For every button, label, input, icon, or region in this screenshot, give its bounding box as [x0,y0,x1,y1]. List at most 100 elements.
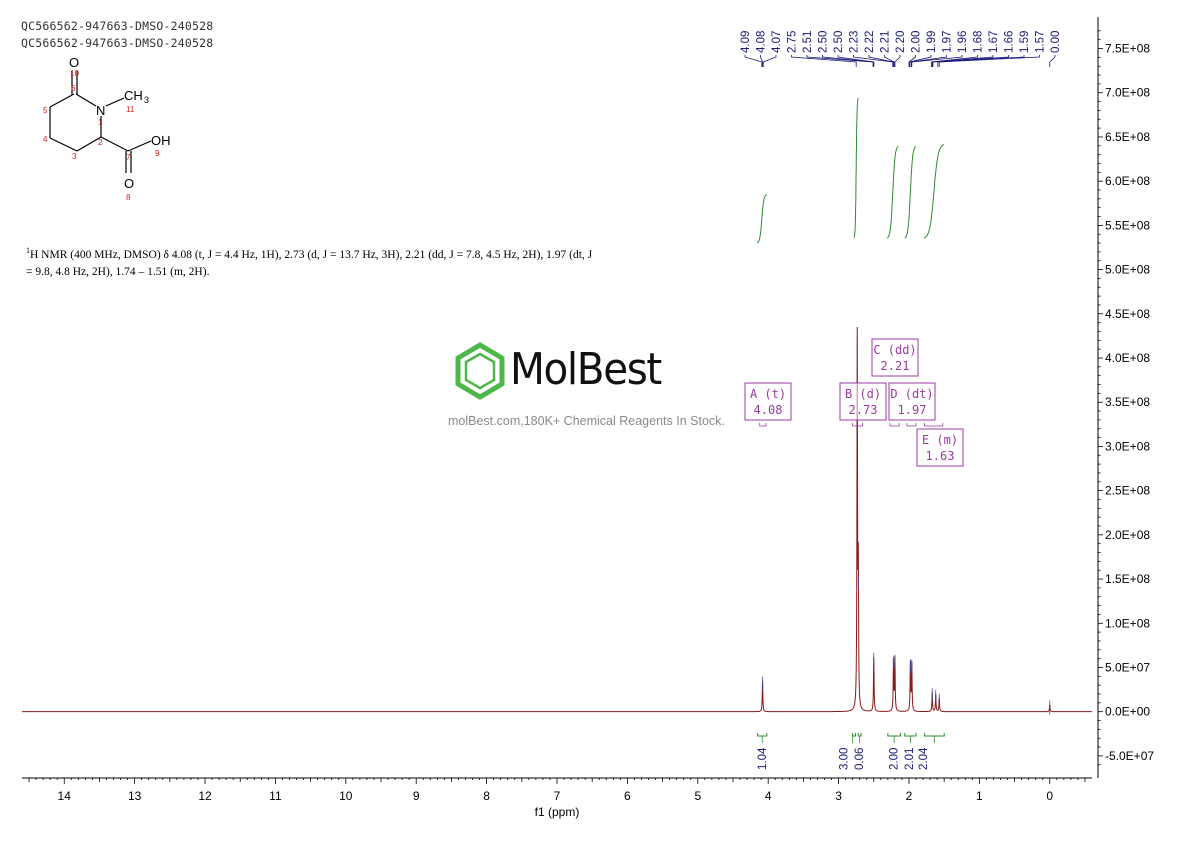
peak-label: 2.20 [895,31,907,53]
peak-label-connector [938,55,1040,67]
y-tick-label: 3.5E+08 [1105,395,1150,409]
multiplet-shift: 4.08 [754,403,783,417]
peak-label: 4.09 [740,31,752,53]
peak-label-connector [791,55,857,67]
peak-label: 2.50 [833,31,845,53]
peak-label: 1.59 [1019,31,1031,53]
y-tick-label: 4.5E+08 [1105,307,1150,321]
peak-label: 2.00 [911,31,923,53]
multiplet-box [888,382,936,421]
x-tick-label: 8 [483,789,490,803]
atom-methyl-subscript: 3 [144,95,149,105]
peak-label: 2.50 [818,31,830,53]
x-tick-label: 10 [339,789,353,803]
multiplet-box [744,382,792,421]
y-tick-label: 2.5E+08 [1105,484,1150,498]
multiplet-shift: 1.63 [926,449,955,463]
peak-label: 2.22 [864,31,876,53]
atom-hydroxyl: OH [151,133,171,148]
atom-number-7: 7 [126,153,131,162]
x-tick-label: 4 [765,789,772,803]
multiplet-letter: B (d) [845,387,881,401]
peak-label-connector [762,55,777,67]
peak-label-connector [868,55,894,67]
multiplet-letter: D (dt) [890,387,933,401]
y-tick-label: 5.5E+08 [1105,218,1150,232]
multiplet-range [759,423,767,427]
peak-label-connector [908,55,916,67]
y-tick-label: 3.0E+08 [1105,439,1150,453]
brand-tagline: molBest.com,180K+ Chemical Reagents In S… [448,414,725,428]
peak-label-connector [806,55,874,67]
atom-number-2: 2 [98,138,103,147]
y-tick-label: 0.0E+00 [1105,705,1150,719]
multiplet-box [871,338,919,377]
peak-label-connector [937,55,1025,67]
integral-bracket [757,733,768,737]
y-tick-label: 5.0E+08 [1105,263,1150,277]
y-tick-label: 5.0E+07 [1105,660,1150,674]
peak-label-connector [909,55,932,67]
atom-number-4: 4 [43,135,48,144]
y-tick-label: 6.5E+08 [1105,130,1150,144]
multiplet-range [852,423,863,427]
integral-bracket [923,733,945,737]
spectrum-title-line-2: QC566562-947663-DMSO-240528 [21,36,214,50]
peak-label: 1.57 [1035,31,1047,53]
integral-value: 2.01 [904,748,916,770]
x-tick-label: 11 [269,789,282,803]
x-tick-label: 14 [58,789,72,803]
integral-curve [886,146,899,239]
y-tick-label: 4.0E+08 [1105,351,1150,365]
peak-label: 0.00 [1050,31,1062,53]
peak-label-connector [837,55,875,67]
brand-logo-icon [455,342,505,400]
atom-number-11: 11 [126,105,135,114]
multiplet-box [839,382,887,421]
spectrum-trace [22,327,1092,713]
multiplet-range [906,423,917,427]
atom-number-1: 1 [98,118,103,127]
atom-number-8: 8 [126,193,131,202]
peak-label: 2.23 [849,31,861,53]
atom-number-9: 9 [155,149,160,158]
peak-label-connector [932,55,1009,67]
atom-number-3: 3 [72,152,77,161]
peak-label-connector [884,55,895,67]
peak-label: 4.08 [756,31,768,53]
peak-label-connector [1049,55,1056,67]
x-tick-label: 13 [128,789,142,803]
atom-oxygen-ketone: O [69,55,79,70]
multiplet-range [889,423,900,427]
integral-curve [923,144,945,239]
peak-label: 1.67 [988,31,1000,53]
peak-label-connector [894,55,901,67]
peak-label: 2.51 [802,31,814,53]
peak-label-connector [931,55,978,67]
nmr-description: 1H NMR (400 MHz, DMSO) δ 4.08 (t, J = 4.… [26,242,596,281]
spectrum-title-line-1: QC566562-947663-DMSO-240528 [21,19,214,33]
integral-value: 2.04 [918,747,930,770]
x-tick-label: 0 [1046,789,1053,803]
integral-bracket [887,733,902,737]
multiplet-letter: C (dd) [873,343,916,357]
x-tick-label: 3 [835,789,842,803]
peak-label-connector [744,55,763,67]
x-tick-label: 6 [624,789,631,803]
x-tick-label: 12 [198,789,212,803]
y-tick-label: 7.0E+08 [1105,86,1150,100]
multiplet-range [924,423,944,427]
integral-value: 2.00 [888,748,900,770]
peak-label: 1.97 [942,31,954,53]
multiplet-shift: 1.97 [898,403,927,417]
y-tick-label: 1.5E+08 [1105,572,1150,586]
integral-value: 0.06 [854,748,866,770]
multiplet-letter: E (m) [922,433,958,447]
peak-label: 1.96 [957,31,969,53]
multiplet-box [916,428,964,467]
integral-curve [756,194,768,244]
multiplet-shift: 2.73 [849,403,878,417]
peak-label-connector [853,55,894,67]
integral-bracket [904,733,917,737]
